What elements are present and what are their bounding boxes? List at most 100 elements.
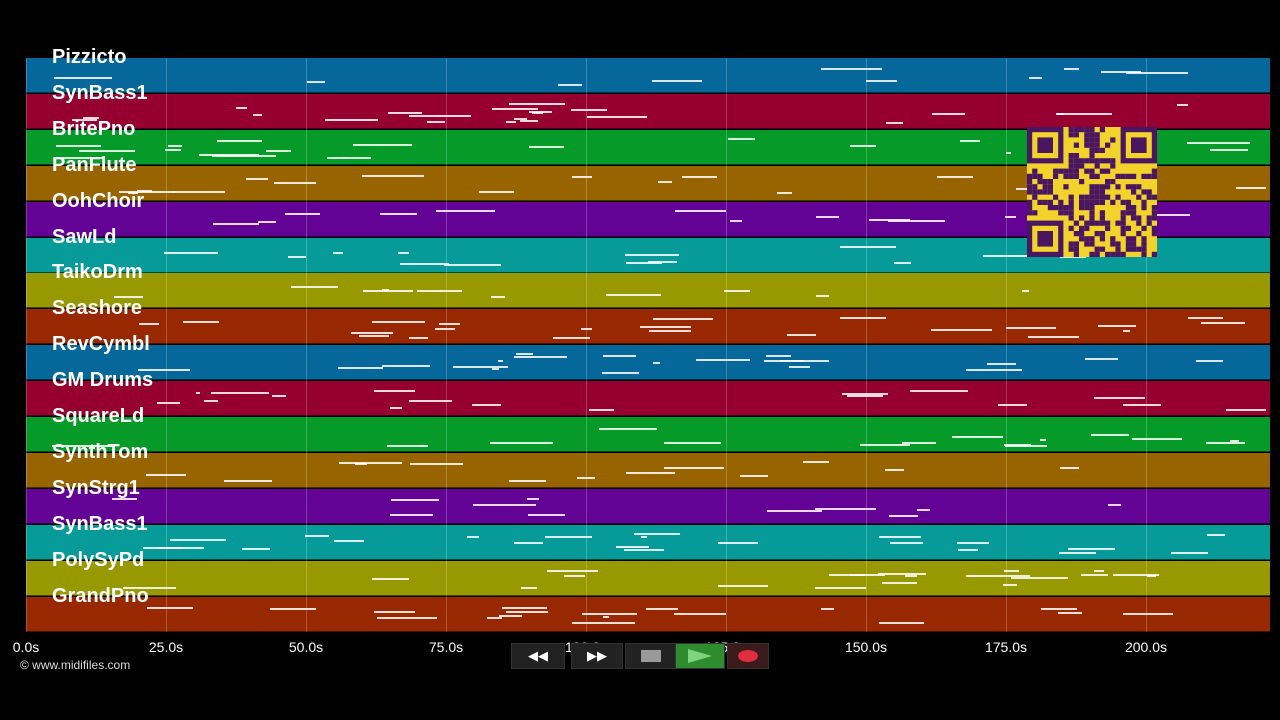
qr-module [1068, 158, 1074, 164]
note-mark [1145, 214, 1191, 217]
qr-module [1105, 158, 1111, 164]
note-mark [840, 246, 896, 249]
note-mark [204, 400, 219, 403]
note-mark [602, 354, 637, 357]
note-mark [1058, 612, 1083, 615]
note-mark [878, 621, 924, 624]
note-mark [339, 462, 402, 465]
qr-module [1089, 127, 1095, 133]
note-mark [1011, 577, 1069, 580]
note-mark [997, 404, 1028, 407]
note-mark [290, 285, 339, 288]
note-mark [639, 326, 692, 329]
qr-module [1105, 194, 1111, 200]
note-mark [127, 191, 138, 194]
note-mark [1098, 325, 1136, 328]
qr-module [1125, 184, 1131, 190]
fast-forward-button[interactable]: ▶▶ [571, 643, 623, 669]
qr-module [1063, 205, 1069, 211]
note-mark [269, 607, 316, 610]
note-mark [1059, 467, 1079, 470]
rewind-icon: ◀◀ [528, 648, 548, 664]
note-mark [884, 469, 904, 472]
note-mark [471, 404, 501, 407]
play-button[interactable] [675, 643, 725, 669]
qr-module [1099, 189, 1105, 195]
qr-module [1089, 184, 1095, 190]
note-mark [196, 392, 201, 395]
note-mark [379, 213, 417, 216]
note-mark [371, 577, 409, 580]
qr-module [1141, 251, 1147, 257]
qr-module [1131, 173, 1137, 179]
note-mark [894, 262, 911, 265]
qr-module [1131, 215, 1137, 221]
qr-module [1089, 220, 1095, 226]
qr-module [1042, 179, 1048, 185]
note-mark [1187, 142, 1250, 145]
note-mark [146, 607, 193, 610]
qr-module [1115, 184, 1121, 190]
qr-module [1089, 153, 1095, 159]
qr-module [1068, 153, 1074, 159]
qr-module [1094, 142, 1100, 148]
track-name: SynthTom [52, 440, 149, 463]
qr-module [1141, 225, 1147, 231]
record-button[interactable] [727, 643, 769, 669]
stop-button[interactable] [625, 643, 677, 669]
time-tick-label: 75.0s [428, 639, 464, 655]
note-mark [723, 289, 751, 292]
grid-line [866, 58, 867, 632]
note-mark [498, 359, 504, 362]
note-mark [730, 220, 743, 223]
note-mark [865, 80, 897, 83]
qr-module [1105, 179, 1111, 185]
note-mark [408, 114, 472, 117]
track-lane [26, 58, 1270, 93]
qr-module [1141, 205, 1147, 211]
note-mark [490, 442, 554, 445]
qr-module [1053, 194, 1059, 200]
qr-module [1131, 241, 1137, 247]
note-mark [333, 252, 343, 255]
note-mark [1209, 149, 1248, 152]
note-mark [266, 150, 292, 153]
qr-module [1131, 189, 1137, 195]
note-mark [258, 221, 277, 224]
note-mark [1006, 152, 1011, 155]
note-mark [789, 366, 810, 369]
note-mark [143, 547, 183, 550]
note-mark [901, 441, 936, 444]
note-mark [664, 442, 722, 445]
note-mark [520, 120, 538, 123]
note-mark [878, 535, 922, 538]
note-mark [598, 427, 658, 430]
note-mark [306, 81, 326, 84]
note-mark [658, 181, 672, 184]
note-mark [1126, 71, 1188, 74]
note-mark [917, 508, 931, 511]
qr-module [1037, 231, 1053, 247]
note-mark [728, 138, 756, 141]
note-mark [1170, 551, 1209, 554]
note-mark [960, 139, 980, 142]
qr-module [1094, 246, 1100, 252]
note-mark [386, 444, 428, 447]
qr-module [1079, 199, 1085, 205]
qr-module [1141, 199, 1147, 205]
rewind-button[interactable]: ◀◀ [511, 643, 565, 669]
note-mark [582, 612, 638, 615]
qr-module [1099, 184, 1105, 190]
qr-module [1099, 168, 1105, 174]
note-mark [138, 323, 159, 326]
note-mark [1123, 330, 1130, 333]
track-lane [26, 381, 1270, 417]
stop-icon [641, 650, 661, 662]
track-lane [26, 524, 1270, 560]
qr-module [1089, 132, 1095, 138]
grid-line [1146, 58, 1147, 632]
qr-module [1073, 173, 1079, 179]
note-mark [589, 409, 615, 412]
note-mark [571, 176, 593, 179]
note-mark [886, 121, 903, 124]
